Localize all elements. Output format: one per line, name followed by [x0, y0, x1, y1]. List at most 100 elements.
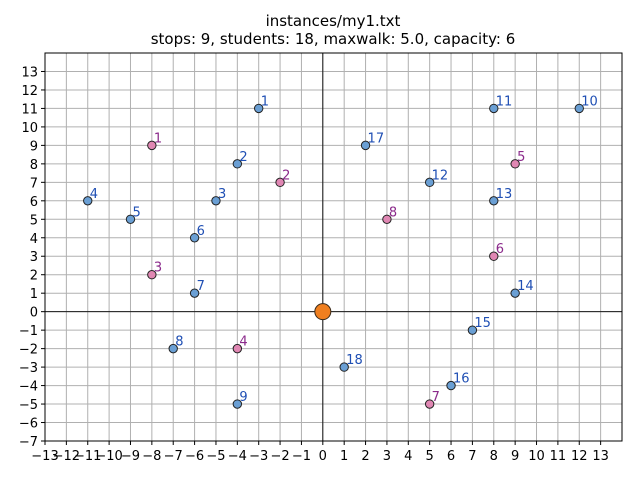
y-tick-label: 5: [30, 213, 38, 228]
x-tick-label: −9: [121, 449, 140, 464]
student-point: [232, 159, 243, 169]
student-point-label: 11: [496, 94, 513, 109]
chart-title-line2: stops: 9, students: 18, maxwalk: 5.0, ca…: [151, 30, 516, 48]
student-point-label: 10: [581, 94, 598, 109]
stop-point-label: 5: [517, 150, 525, 165]
student-point: [446, 380, 456, 391]
chart-title-line1: instances/my1.txt: [266, 12, 401, 30]
y-tick-label: 4: [30, 232, 38, 247]
y-tick-label: 10: [21, 121, 38, 136]
student-point-label: 9: [239, 390, 247, 405]
student-point-label: 5: [132, 205, 140, 220]
x-tick-label: 3: [383, 449, 391, 464]
y-tick-label: 7: [30, 176, 38, 191]
stop-point-label: 2: [282, 168, 290, 183]
x-tick-label: 5: [426, 449, 434, 464]
stop-point: [510, 159, 520, 169]
x-tick-label: 6: [447, 449, 455, 464]
student-point: [467, 325, 478, 335]
student-point-label: 1: [261, 94, 269, 109]
x-tick-label: 2: [361, 449, 369, 464]
student-point-label: 12: [432, 168, 449, 183]
axes-layer: [44, 52, 623, 442]
student-point: [489, 196, 499, 206]
stop-point: [382, 214, 392, 224]
x-tick-label: 11: [550, 449, 567, 464]
x-tick-label: 12: [571, 449, 588, 464]
student-point-label: 14: [517, 279, 534, 294]
y-tick-label: 2: [30, 269, 38, 284]
student-point-label: 18: [346, 353, 363, 368]
student-point: [574, 103, 584, 114]
stop-point: [147, 270, 157, 280]
x-tick-label: −7: [164, 449, 183, 464]
y-tick-label: −3: [19, 361, 38, 376]
x-tick-label: −13: [31, 449, 58, 464]
x-tick-label: 4: [404, 449, 412, 464]
student-point-label: 4: [90, 187, 98, 202]
depot-marker: [314, 303, 332, 321]
stop-point: [424, 399, 435, 409]
student-point-label: 6: [197, 224, 205, 239]
student-point: [489, 103, 499, 114]
x-tick-label: −11: [74, 449, 101, 464]
stop-point: [232, 343, 243, 354]
student-point: [189, 288, 200, 298]
y-tick-label: −5: [19, 398, 38, 413]
student-point: [339, 362, 349, 372]
student-point-label: 7: [197, 279, 205, 294]
x-tick-label: 8: [490, 449, 498, 464]
student-point-label: 15: [474, 316, 491, 331]
student-point: [168, 343, 178, 354]
x-tick-label: −2: [270, 449, 289, 464]
x-tick-label: −8: [142, 449, 161, 464]
x-tick-label: 9: [511, 449, 519, 464]
stop-point: [147, 140, 157, 151]
y-tick-label: 1: [30, 287, 38, 302]
y-tick-label: 9: [30, 139, 38, 154]
x-tick-label: 0: [319, 449, 327, 464]
student-point-label: 2: [239, 150, 247, 165]
x-tick-label: 7: [468, 449, 476, 464]
student-point: [510, 288, 520, 298]
x-tick-label: −3: [249, 449, 268, 464]
stop-point-label: 6: [496, 242, 504, 257]
student-point: [254, 103, 264, 114]
stop-point-label: 4: [239, 335, 247, 350]
y-tick-label: −2: [19, 343, 38, 358]
student-point-label: 13: [496, 187, 513, 202]
y-tick-label: 3: [30, 250, 38, 265]
stop-point: [275, 177, 285, 188]
plot-frame: [44, 52, 623, 442]
student-point-label: 17: [368, 131, 385, 146]
stop-point-label: 3: [154, 261, 162, 276]
x-tick-label: 1: [340, 449, 348, 464]
student-point: [83, 196, 93, 206]
y-tick-label: −6: [19, 417, 38, 432]
grid-layer: [44, 53, 622, 442]
x-tick-label: −6: [185, 449, 204, 464]
student-point-label: 16: [453, 372, 470, 387]
y-tick-label: 13: [21, 65, 38, 80]
student-point: [360, 140, 371, 151]
ticks-layer: −13−12−11−10−9 −8 −7 −6 −5 −4 −3 −2 −1 0 1 2 3 4 5 6 7 8 9…: [19, 65, 609, 464]
y-tick-label: −1: [19, 324, 38, 339]
x-tick-label: 10: [528, 449, 545, 464]
y-tick-label: −7: [19, 435, 38, 450]
x-tick-label: −5: [206, 449, 225, 464]
student-point: [211, 196, 221, 206]
student-point: [125, 214, 136, 224]
student-point-label: 3: [218, 187, 226, 202]
x-tick-label: −12: [53, 449, 80, 464]
stop-point: [489, 251, 499, 261]
x-tick-label: −4: [228, 449, 247, 464]
y-tick-label: 6: [30, 195, 38, 210]
x-tick-label: −10: [95, 449, 122, 464]
y-tick-label: 12: [21, 84, 38, 99]
points-layer: [83, 103, 584, 409]
y-tick-label: 8: [30, 158, 38, 173]
x-tick-label: −1: [292, 449, 311, 464]
stop-point-label: 7: [432, 390, 440, 405]
stop-point-label: 8: [389, 205, 397, 220]
